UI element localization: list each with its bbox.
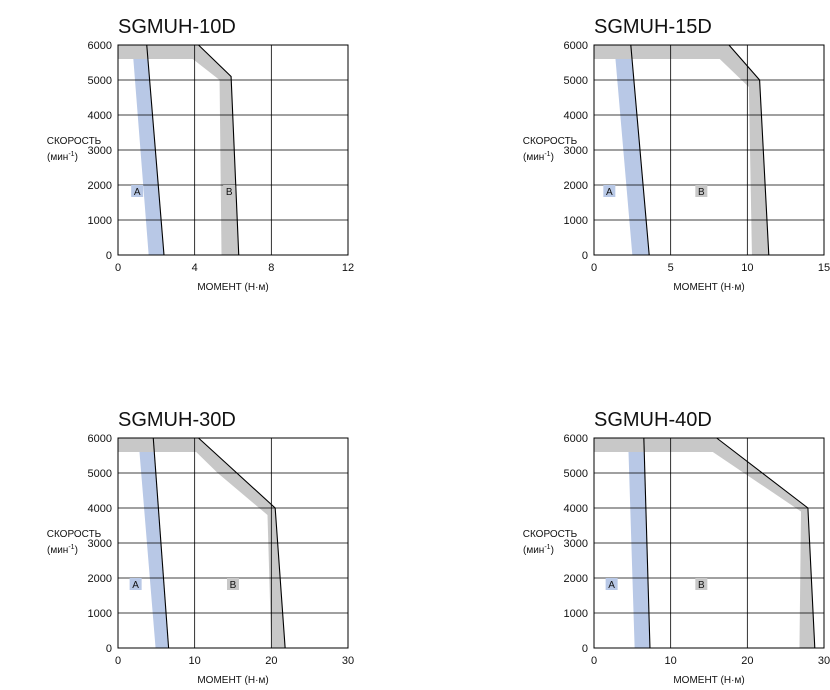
region-label-box	[603, 185, 616, 197]
y-tick-label: 5000	[564, 468, 588, 480]
region-a	[594, 438, 650, 648]
boundary-line-a	[152, 437, 170, 649]
y-tick-label: 1000	[564, 608, 588, 620]
y-tick-label: 5000	[564, 75, 588, 87]
y-axis-label: СКОРОСТЬ	[523, 136, 578, 147]
region-label-b: B	[698, 580, 705, 591]
plot-frame	[593, 44, 825, 256]
x-tick-label: 12	[342, 262, 354, 274]
y-tick-label: 3000	[564, 145, 588, 157]
region-label-box	[223, 185, 236, 197]
x-tick-label: 0	[115, 655, 121, 667]
y-tick-label: 6000	[88, 433, 112, 445]
x-tick-label: 0	[591, 262, 597, 274]
region-a	[118, 438, 169, 648]
y-tick-label: 2000	[88, 180, 112, 192]
x-tick-label: 15	[818, 262, 830, 274]
y-tick-label: 3000	[88, 538, 112, 550]
y-tick-label: 0	[106, 643, 112, 655]
boundary-line-a	[630, 44, 650, 256]
x-tick-label: 20	[265, 655, 277, 667]
plot-frame	[117, 44, 349, 256]
plot-frame	[593, 437, 825, 649]
region-label-box	[695, 185, 708, 197]
chart-panel-4: SGMUH-40D 0 1000 2000 3000 4000 5000 6000 0 10 20 3…	[523, 409, 830, 686]
x-axis-label: МОМЕНТ (Н·м)	[197, 675, 268, 686]
chart-title: SGMUH-30D	[118, 409, 236, 431]
region-label-box	[227, 578, 239, 590]
boundary-line-a	[146, 44, 165, 256]
chart-title: SGMUH-10D	[118, 16, 236, 38]
x-tick-label: 8	[268, 262, 274, 274]
x-tick-label: 30	[818, 655, 830, 667]
y-axis-unit: (мин-1)	[47, 544, 78, 556]
y-tick-label: 0	[582, 643, 588, 655]
y-tick-label: 6000	[564, 40, 588, 52]
y-tick-label: 2000	[564, 573, 588, 585]
x-axis-label: МОМЕНТ (Н·м)	[197, 282, 268, 293]
region-label-b: B	[226, 187, 233, 198]
region-label-a: A	[134, 187, 141, 198]
x-tick-label: 0	[591, 655, 597, 667]
y-tick-label: 1000	[564, 215, 588, 227]
region-label-a: A	[132, 580, 139, 591]
x-tick-label: 30	[342, 655, 354, 667]
x-tick-label: 10	[665, 655, 677, 667]
y-tick-label: 2000	[88, 573, 112, 585]
y-axis-label: СКОРОСТЬ	[47, 136, 102, 147]
y-tick-label: 1000	[88, 215, 112, 227]
chart-panel-1: SGMUH-10D 0 1000 2000 3000 4000 5000 6000 0 4 8 12 М…	[47, 16, 354, 293]
y-tick-label: 4000	[88, 110, 112, 122]
boundary-line-b	[716, 437, 816, 649]
x-axis-label: МОМЕНТ (Н·м)	[673, 675, 744, 686]
region-label-box	[131, 185, 144, 197]
boundary-line-a	[643, 437, 651, 649]
y-tick-label: 0	[106, 250, 112, 262]
region-label-b: B	[230, 580, 237, 591]
y-axis-unit: (мин-1)	[47, 151, 78, 163]
y-tick-label: 3000	[88, 145, 112, 157]
x-axis-label: МОМЕНТ (Н·м)	[673, 282, 744, 293]
y-axis-unit: (мин-1)	[523, 151, 554, 163]
y-tick-label: 6000	[88, 40, 112, 52]
y-tick-label: 3000	[564, 538, 588, 550]
boundary-line-b	[198, 437, 286, 649]
region-label-box	[129, 578, 142, 590]
chart-title: SGMUH-15D	[594, 16, 712, 38]
y-tick-label: 1000	[88, 608, 112, 620]
y-tick-label: 2000	[564, 180, 588, 192]
region-b	[118, 438, 286, 648]
x-tick-label: 20	[741, 655, 753, 667]
y-axis-label: СКОРОСТЬ	[523, 529, 578, 540]
chart-panel-3: SGMUH-30D 0 1000 2000 3000 4000 5000 6000 0 10 20 3…	[47, 409, 354, 686]
y-tick-label: 4000	[564, 503, 588, 515]
y-tick-label: 4000	[564, 110, 588, 122]
boundary-line-b	[728, 44, 770, 256]
region-label-a: A	[608, 580, 615, 591]
region-a	[594, 45, 650, 255]
x-tick-label: 10	[741, 262, 753, 274]
chart-panel-2: SGMUH-15D 0 1000 2000 3000 4000 5000 6000 0 5 10 15…	[523, 16, 830, 293]
x-tick-label: 10	[189, 655, 201, 667]
y-tick-label: 6000	[564, 433, 588, 445]
y-tick-label: 4000	[88, 503, 112, 515]
region-b	[118, 45, 239, 255]
y-tick-label: 0	[582, 250, 588, 262]
y-tick-label: 5000	[88, 468, 112, 480]
region-label-a: A	[606, 187, 613, 198]
region-label-box	[605, 578, 618, 590]
x-tick-label: 4	[192, 262, 198, 274]
x-tick-label: 0	[115, 262, 121, 274]
x-tick-label: 5	[668, 262, 674, 274]
y-axis-unit: (мин-1)	[523, 544, 554, 556]
boundary-line-b	[198, 44, 240, 256]
chart-title: SGMUH-40D	[594, 409, 712, 431]
y-tick-label: 5000	[88, 75, 112, 87]
plot-frame	[117, 437, 349, 649]
region-label-b: B	[698, 187, 705, 198]
region-label-box	[695, 578, 708, 590]
y-axis-label: СКОРОСТЬ	[47, 529, 102, 540]
